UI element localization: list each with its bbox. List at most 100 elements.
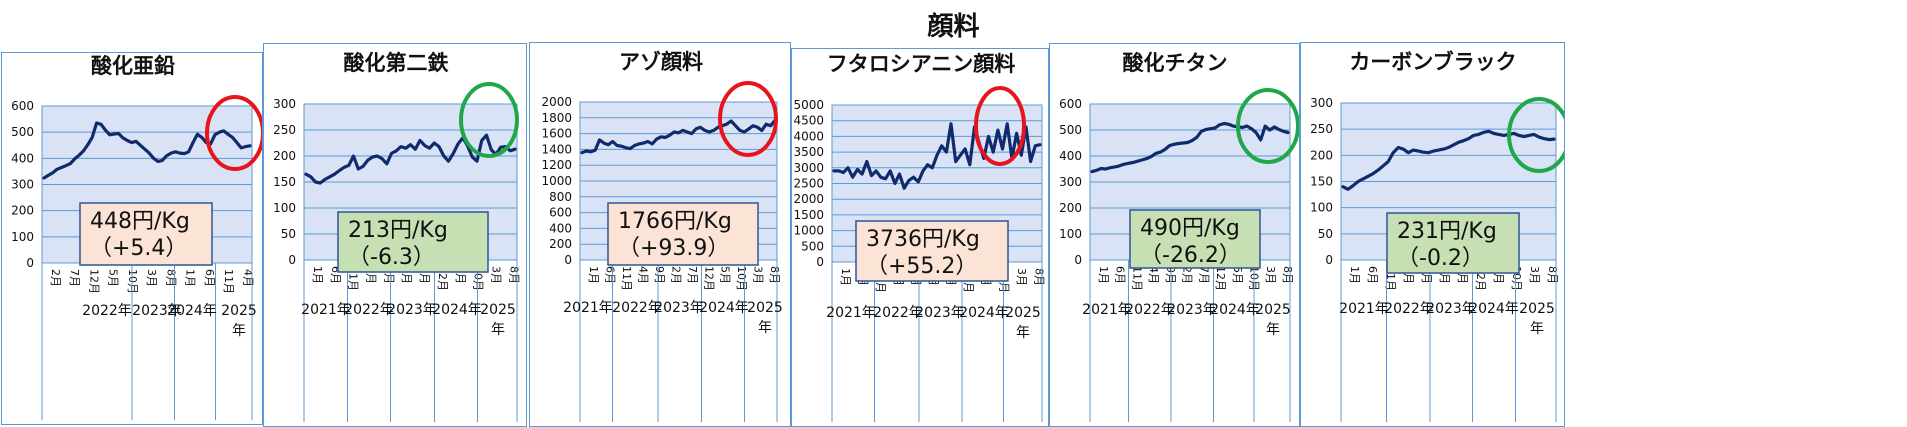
y-tick-label: 100: [1059, 227, 1082, 241]
y-tick-label: 1600: [541, 127, 572, 141]
x-tick-label: 12月: [87, 269, 100, 294]
y-tick-label: 500: [1059, 123, 1082, 137]
x-tick-label: 4月: [636, 266, 649, 284]
chart-title: フタロシアニン顔料: [827, 52, 1016, 76]
series-line: [832, 122, 1042, 190]
price-change: （+55.2）: [866, 254, 977, 279]
x-tick-label: 1月: [184, 269, 197, 287]
price-box: [1129, 209, 1261, 269]
x-tick-label: 4月: [241, 269, 254, 287]
y-tick-label: 0: [26, 256, 34, 270]
highlight-circle: [459, 82, 519, 158]
y-tick-label: 1000: [793, 224, 824, 238]
year-label: 2024年: [1469, 301, 1519, 317]
y-tick-label: 0: [1325, 253, 1333, 267]
highlight-circle: [1236, 88, 1299, 164]
x-tick-label: 2月: [49, 269, 62, 287]
y-tick-label: 400: [11, 151, 34, 165]
x-tick-label: 8月: [507, 266, 520, 284]
x-tick-label: 9月: [653, 266, 666, 284]
x-tick-label: 11月: [1130, 266, 1143, 291]
y-tick-label: 1000: [541, 174, 572, 188]
x-tick-label: 1月: [587, 266, 600, 284]
year-label: 2022年: [82, 303, 132, 319]
x-tick-label: 10月: [735, 266, 748, 291]
year-label: 2021年: [301, 302, 351, 318]
price-label: 213円/Kg: [348, 218, 448, 243]
y-tick-label: 2000: [793, 192, 824, 206]
x-tick-label: 6月: [203, 269, 216, 287]
x-tick-label: 1月: [1097, 266, 1110, 284]
x-tick-label: 6月: [1114, 266, 1127, 284]
price-change: （-26.2）: [1140, 243, 1241, 268]
year-label: 2025: [1519, 301, 1555, 317]
x-tick-label: 7月: [686, 266, 699, 284]
year-label: 年: [1016, 325, 1030, 341]
year-label: 2023年: [132, 303, 182, 319]
year-label: 2022年: [612, 300, 662, 316]
y-tick-label: 1500: [793, 208, 824, 222]
x-tick-label: 7月: [68, 269, 81, 287]
y-tick-label: 100: [273, 201, 296, 215]
year-label: 2023年: [654, 300, 704, 316]
price-box: [607, 202, 759, 266]
year-label: 2023年: [387, 302, 437, 318]
chart-panel-carbon-black: カーボンブラック 0 50 100 150 200 250 300 1月 6月 11月 4月 9月 2月 7…: [1300, 42, 1565, 427]
y-tick-label: 600: [549, 206, 572, 220]
price-box: [1386, 212, 1520, 274]
x-tick-label: 7月: [1197, 266, 1210, 284]
year-label: 2022年: [873, 305, 923, 321]
year-label: 年: [758, 320, 772, 336]
y-tick-label: 0: [816, 255, 824, 269]
price-box: [337, 211, 489, 273]
year-label: 2024年: [432, 302, 482, 318]
x-tick-label: 3月: [489, 266, 502, 284]
x-tick-label: 8月: [164, 269, 177, 287]
y-tick-label: 500: [11, 125, 34, 139]
x-tick-label: 5月: [719, 266, 732, 284]
year-label: 2025: [221, 303, 257, 319]
y-tick-label: 400: [1059, 149, 1082, 163]
series-line: [1090, 121, 1290, 174]
x-tick-label: 11月: [222, 269, 235, 294]
series-line: [42, 121, 252, 180]
x-tick-label: 3月: [1528, 266, 1541, 284]
y-tick-label: 300: [273, 97, 296, 111]
y-tick-label: 500: [801, 239, 824, 253]
y-tick-label: 5000: [793, 98, 824, 112]
year-label: 2023年: [915, 305, 965, 321]
chart-panel-zinc-oxide: 酸化亜鉛01002003004005006002月7月12月5月10月3月8月1…: [1, 52, 263, 425]
year-label: 年: [232, 323, 246, 339]
y-tick-label: 200: [549, 237, 572, 251]
y-tick-label: 2500: [793, 177, 824, 191]
chart-title: 酸化チタン: [1123, 51, 1228, 75]
x-tick-label: 3月: [1264, 266, 1277, 284]
year-label: 2022年: [344, 302, 394, 318]
y-tick-label: 400: [549, 221, 572, 235]
x-tick-label: 9月: [1164, 266, 1177, 284]
year-label: 2021年: [563, 300, 613, 316]
year-label: 2023年: [1426, 301, 1476, 317]
price-change: （+5.4）: [90, 236, 187, 261]
x-tick-label: 8月: [1032, 268, 1045, 286]
chart-title: アゾ顔料: [619, 50, 703, 74]
x-tick-label: 6月: [1366, 266, 1379, 284]
year-label: 年: [1530, 321, 1544, 337]
year-label: 2023年: [1167, 302, 1217, 318]
x-tick-label: 8月: [768, 266, 781, 284]
y-tick-label: 200: [11, 204, 34, 218]
x-tick-label: 2月: [669, 266, 682, 284]
y-tick-label: 3000: [793, 161, 824, 175]
y-tick-label: 800: [549, 190, 572, 204]
page-title: 顔料: [927, 12, 980, 42]
year-label: 2025: [747, 300, 783, 316]
y-tick-label: 4000: [793, 129, 824, 143]
chart-panel-azo-pigment: アゾ顔料 0 200 400 600 800 1000 1200 1400 1600 1800 200…: [529, 42, 791, 427]
price-box: [79, 202, 213, 266]
series-line: [580, 118, 777, 155]
y-tick-label: 50: [1318, 227, 1333, 241]
year-label: 2022年: [1125, 302, 1175, 318]
series-line: [1341, 129, 1556, 191]
